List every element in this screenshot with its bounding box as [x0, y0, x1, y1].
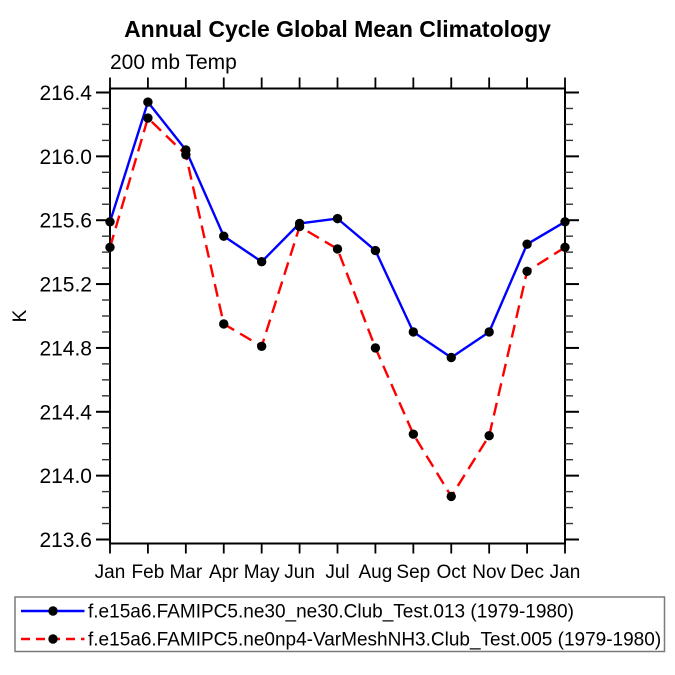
legend-line-samples — [21, 606, 85, 644]
x-tick-label: Aug — [359, 562, 393, 583]
data-point-marker — [143, 113, 153, 123]
data-point-marker — [408, 327, 419, 337]
data-point-marker — [105, 217, 115, 227]
data-point-marker — [332, 244, 343, 254]
x-tick-label: Dec — [510, 562, 544, 583]
series-line-0 — [108, 100, 566, 359]
y-tick-label: 214.4 — [39, 401, 92, 424]
data-point-marker — [256, 257, 267, 267]
legend-sample-marker — [48, 606, 58, 616]
x-tick-label: Mar — [169, 562, 202, 583]
legend-box — [14, 596, 666, 653]
data-point-marker — [256, 341, 267, 352]
x-tick-label: Apr — [209, 562, 239, 583]
series-line-1 — [108, 116, 566, 498]
y-tick-label: 216.4 — [39, 82, 92, 105]
data-point-marker — [560, 242, 570, 253]
chart-title: Annual Cycle Global Mean Climatology — [124, 16, 551, 42]
x-tick-label: Jul — [325, 562, 349, 583]
y-tick-label: 214.0 — [39, 465, 92, 488]
data-point-marker — [219, 319, 229, 329]
x-tick-label: Jun — [284, 562, 315, 583]
data-point-marker — [484, 327, 494, 337]
chart-subtitle: 200 mb Temp — [110, 51, 237, 74]
y-tick-label: 213.6 — [39, 529, 92, 552]
y-tick-label: 215.2 — [39, 274, 92, 297]
data-point-marker — [181, 150, 191, 160]
data-point-marker — [370, 343, 381, 353]
y-tick-label: 214.8 — [39, 337, 92, 360]
x-tick-label: May — [244, 562, 280, 583]
data-point-marker — [370, 245, 381, 256]
x-tick-label: Oct — [436, 562, 466, 583]
x-tick-label: Jan — [550, 562, 581, 583]
y-tick-label: 216.0 — [39, 146, 92, 169]
data-point-marker — [408, 429, 419, 439]
x-tick-label: Feb — [132, 562, 165, 583]
data-point-marker — [446, 491, 456, 502]
x-tick-label: Nov — [472, 562, 506, 583]
y-tick-label: 215.6 — [39, 210, 92, 233]
data-point-marker — [219, 231, 229, 241]
data-point-marker — [522, 239, 532, 249]
legend-entry-label: f.e15a6.FAMIPC5.ne0np4-VarMeshNH3.Club_T… — [88, 630, 661, 651]
data-point-marker — [484, 431, 494, 441]
x-tick-label: Sep — [396, 562, 430, 583]
x-tick-label: Jan — [95, 562, 126, 583]
data-point-marker — [143, 97, 153, 107]
data-point-marker — [294, 221, 305, 232]
legend-entry-label: f.e15a6.FAMIPC5.ne30_ne30.Club_Test.013 … — [88, 602, 574, 623]
data-point-marker — [332, 213, 343, 224]
data-point-marker — [560, 217, 570, 227]
data-point-marker — [446, 352, 456, 363]
y-axis-label: K — [10, 309, 31, 322]
data-series — [105, 97, 570, 502]
data-point-marker — [522, 266, 532, 276]
data-point-marker — [105, 242, 115, 253]
legend-sample-marker — [48, 634, 58, 644]
axes-and-ticks: 213.6 214.0 214.4 214.8 215.2 215.6 216.0 216.4… — [39, 77, 581, 583]
legend: f.e15a6.FAMIPC5.ne30_ne30.Club_Test.013 … — [14, 596, 666, 653]
